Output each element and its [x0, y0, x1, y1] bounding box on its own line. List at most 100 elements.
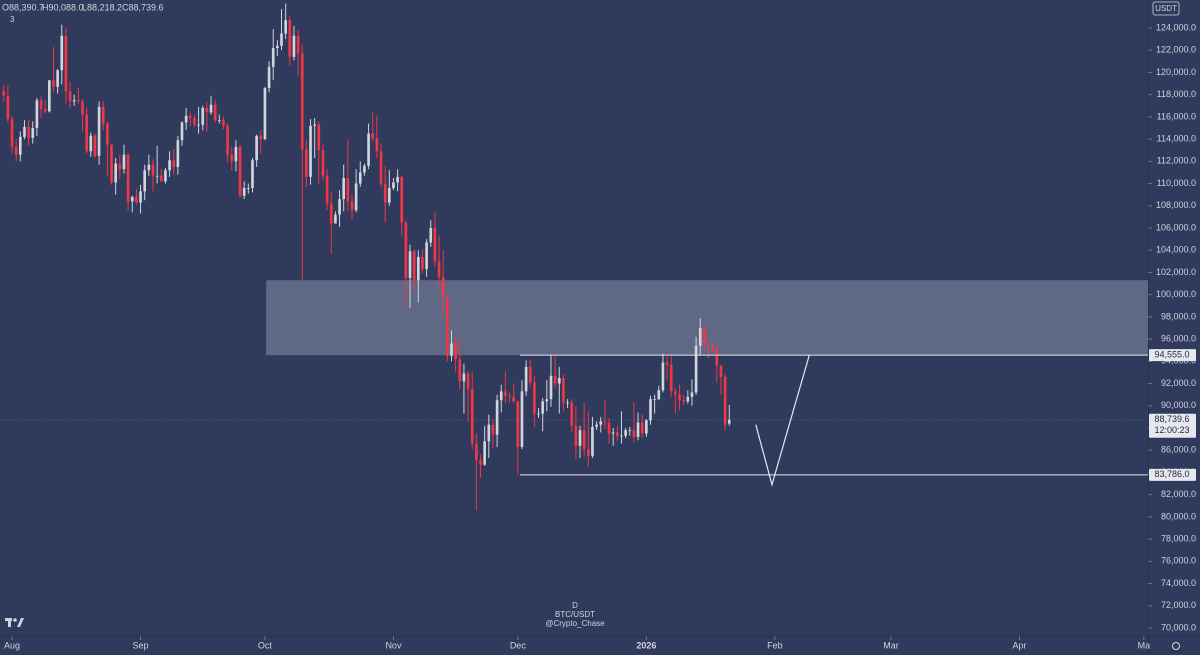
candle-body — [574, 425, 578, 446]
candle-body — [81, 101, 84, 115]
candle-body — [139, 191, 142, 203]
currency-box[interactable] — [1152, 1, 1180, 16]
candle-body — [234, 146, 238, 162]
candle-body — [363, 165, 366, 173]
candle-body — [694, 345, 698, 393]
candle-body — [541, 401, 545, 414]
candle-body — [566, 402, 569, 404]
level-label: 94,555.0 — [1154, 350, 1189, 360]
x-tick-label: Aug — [4, 640, 20, 650]
y-tick-label: 76,000.0 — [1161, 556, 1196, 566]
candle-body — [126, 154, 130, 202]
candle-body — [429, 228, 433, 243]
x-tick-label: Nov — [385, 640, 402, 650]
symbol-watermark: BTC/USDT — [555, 610, 595, 619]
candle-body — [387, 188, 391, 203]
candle-body — [557, 378, 561, 384]
candle-body — [201, 108, 205, 125]
candle-body — [31, 128, 35, 138]
candle-body — [23, 126, 26, 137]
candle-body — [661, 362, 665, 391]
candle-body — [645, 420, 648, 434]
candle-body — [247, 188, 250, 189]
candle-body — [375, 138, 379, 152]
candle-body — [334, 214, 337, 224]
candle-body — [719, 365, 723, 377]
tradingview-logo[interactable] — [5, 618, 24, 627]
candle-body — [130, 196, 134, 202]
candle-body — [674, 391, 677, 395]
candle-body — [43, 109, 47, 112]
candle-body — [412, 251, 416, 281]
candle-body — [242, 188, 246, 196]
countdown-label: 12:00:23 — [1154, 425, 1189, 435]
candle-body — [727, 419, 731, 424]
candle-body — [711, 344, 715, 350]
candle-body — [466, 373, 470, 390]
candle-body — [106, 123, 109, 145]
candle-body — [317, 124, 321, 151]
candle-body — [309, 125, 312, 177]
y-tick-label: 80,000.0 — [1161, 511, 1196, 521]
last-price-box — [1149, 413, 1196, 438]
candle-body — [425, 242, 428, 270]
candle-body — [85, 114, 88, 152]
logo-part — [8, 618, 11, 627]
candle-body — [446, 298, 449, 356]
ohlc-value: L88,218.2 — [82, 2, 122, 12]
ohlc-value: C88,739.6 — [122, 2, 164, 12]
candle-body — [487, 424, 491, 442]
y-tick-label: 102,000.0 — [1156, 267, 1196, 277]
author-watermark: @Crypto_Chase — [545, 619, 605, 628]
candle-body — [524, 366, 528, 392]
candle-body — [68, 91, 72, 102]
candle-body — [305, 149, 308, 177]
candle-body — [159, 175, 163, 182]
currency-label[interactable]: USDT — [1155, 4, 1177, 13]
candle-body — [533, 382, 536, 414]
candle-body — [665, 362, 669, 365]
x-tick-label: Apr — [1012, 640, 1026, 650]
candle-body — [296, 35, 300, 54]
candle-body — [657, 390, 661, 400]
candle-body — [176, 140, 180, 167]
y-tick-label: 92,000.0 — [1161, 378, 1196, 388]
candle-body — [27, 126, 30, 138]
y-tick-label: 122,000.0 — [1156, 45, 1196, 55]
candle-body — [56, 70, 59, 87]
candle-body — [168, 160, 171, 171]
candle-body — [437, 261, 441, 277]
candle-body — [470, 389, 474, 444]
candle-body — [255, 135, 258, 161]
candle-body — [462, 373, 466, 382]
candle-body — [607, 422, 611, 434]
candle-body — [603, 421, 607, 423]
candle-body — [72, 100, 76, 102]
candle-body — [703, 328, 706, 344]
logo-part — [17, 618, 24, 627]
y-tick-label: 74,000.0 — [1161, 578, 1196, 588]
y-tick-label: 116,000.0 — [1157, 111, 1196, 121]
last-price-label: 88,739.6 — [1154, 414, 1189, 424]
candle-body — [267, 66, 271, 88]
settings-icon[interactable] — [1172, 642, 1180, 650]
candle-body — [570, 402, 574, 426]
candle-body — [392, 182, 395, 188]
candle-body — [479, 460, 482, 465]
candle-body — [118, 163, 122, 170]
candle-body — [640, 422, 644, 434]
candle-body — [180, 122, 184, 141]
candle-body — [723, 376, 727, 425]
x-tick-label: Mar — [883, 640, 899, 650]
candle-body — [342, 178, 346, 200]
x-tick-label: Dec — [510, 640, 527, 650]
candle-body — [416, 256, 420, 281]
candle-body — [400, 176, 404, 223]
candle-body — [441, 276, 445, 298]
indicator-count: 3 — [10, 15, 15, 24]
candle-body — [300, 53, 304, 150]
y-tick-label: 98,000.0 — [1161, 311, 1196, 321]
